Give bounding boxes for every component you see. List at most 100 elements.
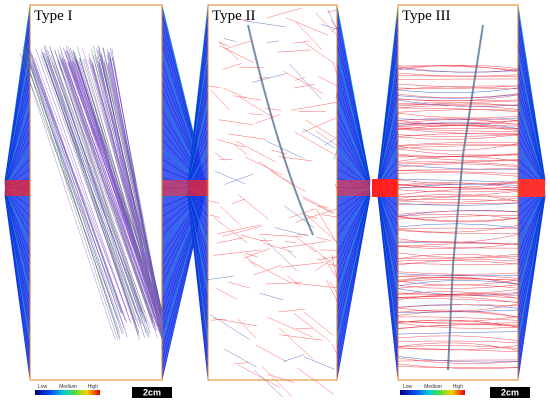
streamline (112, 56, 163, 317)
streamline (328, 264, 338, 267)
streamline (224, 173, 254, 185)
streamline (329, 281, 338, 294)
streamline (96, 56, 163, 338)
streamline (242, 20, 286, 28)
fan-streak (377, 196, 399, 381)
streamline (259, 292, 284, 301)
streamline (280, 262, 325, 268)
streamline (303, 128, 336, 149)
colorbar-low: Low (403, 384, 413, 390)
streamline (397, 109, 519, 113)
fan-streak (377, 139, 399, 186)
fan-streak (517, 193, 546, 313)
fan-streak (4, 189, 31, 236)
colorbar (35, 390, 100, 395)
streamline (315, 256, 338, 271)
streamline (239, 66, 265, 69)
fracture (247, 24, 314, 236)
streamline (305, 119, 337, 139)
streamline (265, 140, 304, 159)
streamline (301, 195, 334, 213)
streamline (218, 41, 239, 61)
fan-streak (517, 194, 546, 332)
fan-streak (4, 120, 31, 186)
streamline (397, 240, 519, 245)
streamline (397, 143, 519, 151)
streamline (397, 316, 519, 323)
fan-streak (4, 101, 31, 185)
fan-streak (4, 190, 31, 256)
fan-streak (336, 190, 371, 256)
streamline (294, 131, 335, 155)
fan-streak (187, 129, 209, 186)
streamline (239, 96, 273, 118)
fan-streak (517, 191, 546, 265)
fan-streak (517, 101, 546, 184)
fan-streak (517, 120, 546, 185)
streamline (326, 279, 338, 302)
streamline (211, 318, 227, 321)
fan-streak (336, 72, 371, 183)
streamline (322, 255, 338, 279)
streamline (54, 49, 150, 337)
streamline (27, 44, 123, 316)
streamline (228, 281, 251, 289)
streamline (213, 217, 248, 243)
streamline (222, 225, 262, 237)
streamline (208, 275, 234, 280)
fan-streak (187, 191, 209, 275)
streamline (293, 40, 310, 44)
streamline (397, 148, 519, 156)
streamline (74, 62, 163, 321)
fan-streak (377, 43, 399, 181)
streamline (21, 60, 118, 318)
streamline (277, 49, 311, 53)
panel (207, 4, 338, 381)
streamline (60, 50, 157, 331)
fan-streak (377, 53, 399, 182)
fan-streak (517, 43, 546, 181)
colorbar-high: High (453, 384, 464, 390)
fan-streak (517, 190, 546, 256)
fan-streak (187, 189, 209, 236)
streamline (266, 7, 303, 19)
fan-streak (336, 194, 371, 342)
streamline (397, 273, 519, 277)
fan-streak (377, 193, 399, 304)
fan-streak (336, 129, 371, 186)
streamline (98, 49, 163, 325)
streamline (397, 319, 519, 328)
fan-streak (4, 91, 31, 184)
streamline (397, 182, 519, 189)
streamline (213, 249, 263, 256)
fan-streak (336, 190, 371, 265)
fan-streak (4, 72, 31, 183)
streamline (397, 100, 519, 107)
streamline (397, 227, 519, 230)
streamline (24, 46, 121, 340)
fan-streak (4, 129, 31, 186)
streamline (214, 152, 225, 161)
scale-bar (490, 387, 530, 398)
fan-streak (517, 4, 546, 180)
streamline (397, 309, 519, 318)
streamline (303, 311, 334, 336)
streamline (397, 87, 519, 94)
streamline (235, 140, 276, 163)
fan-streak (187, 192, 209, 304)
fan-streak (336, 194, 371, 352)
outlet (518, 179, 545, 197)
fan-streak (4, 53, 31, 183)
fan-streak (187, 195, 209, 381)
streamline (332, 62, 338, 75)
streamline (321, 24, 338, 30)
streamline (315, 130, 338, 146)
fan-streak (4, 43, 31, 182)
fan-streak (187, 72, 209, 183)
legend: Low Medium High 2cm Low Medium High 2cm (35, 384, 530, 398)
streamline (397, 293, 519, 299)
streamline (303, 356, 335, 370)
streamline (222, 63, 242, 70)
streamline (397, 309, 519, 313)
streamline (397, 122, 519, 129)
